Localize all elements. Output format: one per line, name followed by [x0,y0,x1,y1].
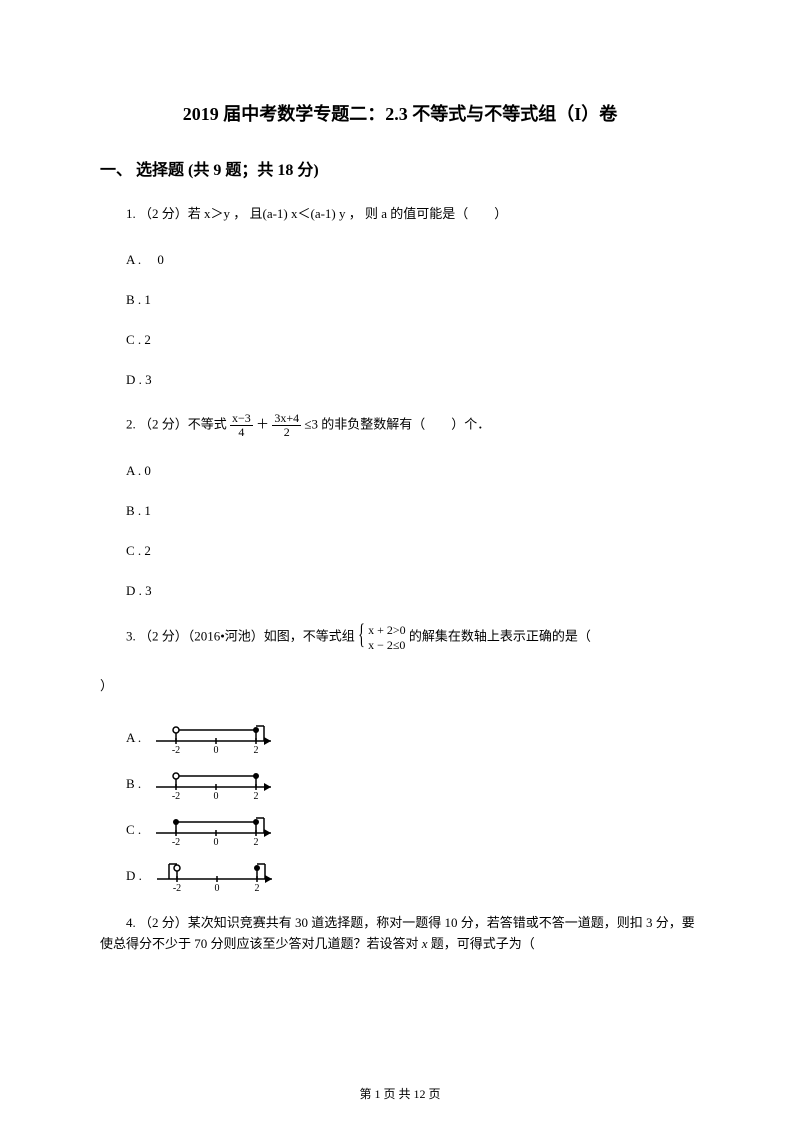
q4-prefix: 4. （2 分）某次知识竞赛共有 30 道选择题，称对一题得 10 分，若答错或… [100,915,695,951]
number-line-c: -2 0 2 [151,813,281,847]
q2-opt-a: A . 0 [100,463,700,479]
svg-text:2: 2 [254,791,259,801]
q1-opt-d: D . 3 [100,372,700,388]
eq-line-2: x − 2≤0 [368,638,406,652]
svg-text:0: 0 [214,745,219,755]
number-line-b: -2 0 2 [151,767,281,801]
q3-opt-b: B . -2 0 2 [100,767,700,801]
svg-text:-2: -2 [173,883,181,893]
frac-den: 2 [272,426,301,439]
svg-text:-2: -2 [172,745,180,755]
frac-den: 4 [230,426,253,439]
svg-text:0: 0 [214,883,219,893]
opt-label: A . [100,730,141,746]
q2-frac1: x−34 [230,412,253,439]
opt-label: B . [100,776,141,792]
q1-opt-c: C . 2 [100,332,700,348]
svg-text:-2: -2 [172,791,180,801]
number-line-a: -2 0 2 [151,721,281,755]
q4-suffix: 题，可得式子为（ [428,936,535,951]
svg-text:2: 2 [254,883,259,893]
q2-frac2: 3x+42 [272,412,301,439]
svg-text:2: 2 [254,837,259,847]
q3-suffix: 的解集在数轴上表示正确的是（ [406,629,617,644]
q2-plus: ＋ [253,416,273,431]
opt-label: D . [100,868,142,884]
q3-opt-c: C . -2 0 2 [100,813,700,847]
q3-prefix: 3. （2 分）（2016•河池）如图，不等式组 [126,629,358,644]
q2-prefix: 2. （2 分）不等式 [126,416,230,431]
eq-line-1: x + 2>0 [368,623,406,637]
q2-text: 2. （2 分）不等式 x−34 ＋ 3x+42 ≤3 的非负整数解有（ ）个． [100,412,700,439]
svg-text:2: 2 [254,745,259,755]
svg-text:0: 0 [214,791,219,801]
q1-opt-a: A . 0 [100,249,700,268]
q4-text: 4. （2 分）某次知识竞赛共有 30 道选择题，称对一题得 10 分，若答错或… [100,913,700,955]
q1-text: 1. （2 分）若 x＞y ， 且(a-1) x＜(a-1) y ， 则 a 的… [100,204,700,225]
q3-opt-d: D . -2 0 2 [100,859,700,893]
frac-num: 3x+4 [272,412,301,426]
svg-text:0: 0 [214,837,219,847]
page-footer: 第 1 页 共 12 页 [0,1085,800,1102]
frac-num: x−3 [230,412,253,426]
svg-text:-2: -2 [172,837,180,847]
page-title: 2019 届中考数学专题二：2.3 不等式与不等式组（I）卷 [100,100,700,126]
q1-opt-b: B . 1 [100,292,700,308]
q3-opt-a: A . -2 0 2 [100,721,700,755]
section-header: 一、 选择题 (共 9 题；共 18 分) [100,156,700,180]
q2-opt-c: C . 2 [100,543,700,559]
q2-suffix: ≤3 的非负整数解有（ ）个． [301,416,490,431]
q2-opt-b: B . 1 [100,503,700,519]
q3-text: 3. （2 分）（2016•河池）如图，不等式组 x + 2>0x − 2≤0 … [100,623,700,652]
q3-equation-system: x + 2>0x − 2≤0 [358,623,406,652]
q2-opt-d: D . 3 [100,583,700,599]
q3-closing: ） [100,676,700,697]
opt-label: C . [100,822,141,838]
number-line-d: -2 0 2 [152,859,282,893]
